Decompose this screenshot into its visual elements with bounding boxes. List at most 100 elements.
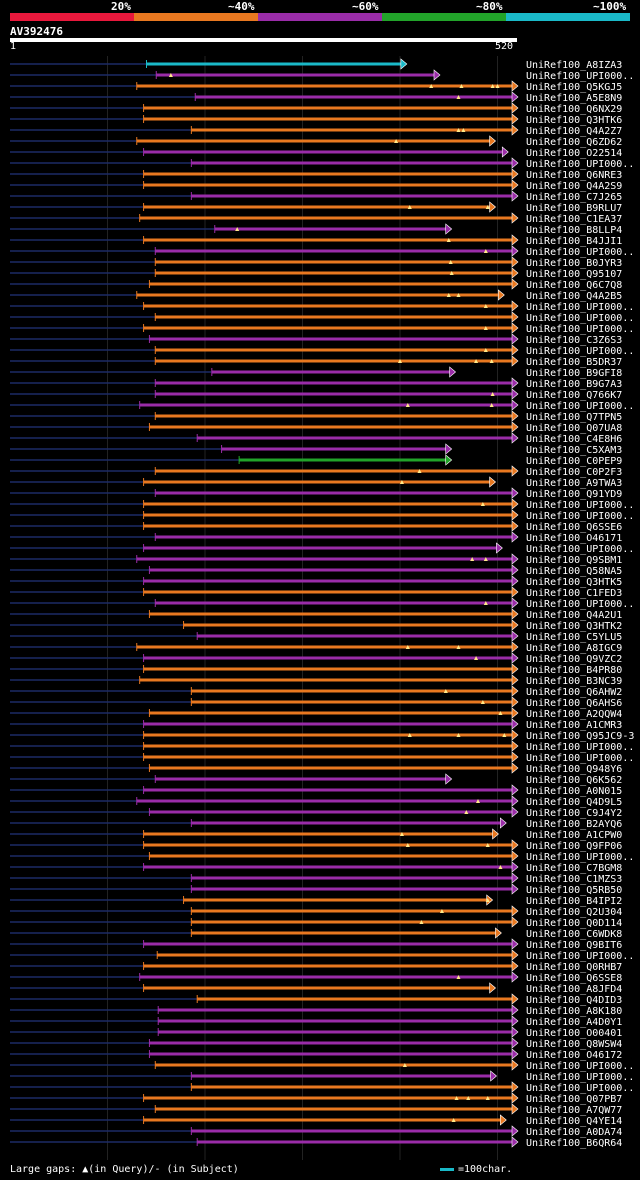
hit-label[interactable]: UniRef100_UPI000..: [526, 313, 634, 324]
hit-label[interactable]: UniRef100_A8K180: [526, 1006, 622, 1017]
hit-label[interactable]: UniRef100_UPI000..: [526, 599, 634, 610]
hit-label[interactable]: UniRef100_B6QR64: [526, 1138, 622, 1149]
hit-label[interactable]: UniRef100_Q9BIT6: [526, 940, 622, 951]
hit-label[interactable]: UniRef100_UPI000..: [526, 324, 634, 335]
hit-label[interactable]: UniRef100_B4PR80: [526, 665, 622, 676]
hit-label[interactable]: UniRef100_A9TWA3: [526, 478, 622, 489]
hit-label[interactable]: UniRef100_Q6NRE3: [526, 170, 622, 181]
hit-label[interactable]: UniRef100_A0N015: [526, 786, 622, 797]
hit-label[interactable]: UniRef100_Q6ZD62: [526, 137, 622, 148]
hit-label[interactable]: UniRef100_Q58NA5: [526, 566, 622, 577]
hit-label[interactable]: UniRef100_Q4A2U1: [526, 610, 622, 621]
hit-label[interactable]: UniRef100_A5E8N9: [526, 93, 622, 104]
hit-label[interactable]: UniRef100_C5YLU5: [526, 632, 622, 643]
hit-label[interactable]: UniRef100_A8IGC9: [526, 643, 622, 654]
hit-label[interactable]: UniRef100_UPI000..: [526, 544, 634, 555]
hit-label[interactable]: UniRef100_B0JYR3: [526, 258, 622, 269]
hit-label[interactable]: UniRef100_UPI000..: [526, 159, 634, 170]
hit-label[interactable]: UniRef100_C1FED3: [526, 588, 622, 599]
hit-label[interactable]: UniRef100_C1EA37: [526, 214, 622, 225]
hit-label[interactable]: UniRef100_O46171: [526, 533, 622, 544]
hit-label[interactable]: UniRef100_A2QQW4: [526, 709, 622, 720]
hit-label[interactable]: UniRef100_C3Z6S3: [526, 335, 622, 346]
hit-label[interactable]: UniRef100_Q6AHW2: [526, 687, 622, 698]
hit-label[interactable]: UniRef100_Q95107: [526, 269, 622, 280]
hit-label[interactable]: UniRef100_Q9VZC2: [526, 654, 622, 665]
hit-label[interactable]: UniRef100_C7BGM8: [526, 863, 622, 874]
hit-label[interactable]: UniRef100_Q6SSE8: [526, 973, 622, 984]
hit-label[interactable]: UniRef100_C0PEP9: [526, 456, 622, 467]
hit-label[interactable]: UniRef100_UPI000..: [526, 71, 634, 82]
hit-label[interactable]: UniRef100_A1CMR3: [526, 720, 622, 731]
hit-label[interactable]: UniRef100_Q0D114: [526, 918, 622, 929]
hit-label[interactable]: UniRef100_UPI000..: [526, 302, 634, 313]
hit-label[interactable]: UniRef100_O00401: [526, 1028, 622, 1039]
hit-label[interactable]: UniRef100_Q6SSE6: [526, 522, 622, 533]
hit-label[interactable]: UniRef100_Q5KGJ5: [526, 82, 622, 93]
alignment-arrowhead: [511, 333, 519, 345]
hit-label[interactable]: UniRef100_Q766K7: [526, 390, 622, 401]
hit-label[interactable]: UniRef100_B3NC39: [526, 676, 622, 687]
hit-label[interactable]: UniRef100_Q4YE14: [526, 1116, 622, 1127]
hit-label[interactable]: UniRef100_C9J4Y2: [526, 808, 622, 819]
hit-label[interactable]: UniRef100_Q2U304: [526, 907, 622, 918]
hit-label[interactable]: UniRef100_UPI000..: [526, 951, 634, 962]
hit-label[interactable]: UniRef100_B5DR37: [526, 357, 622, 368]
hit-label[interactable]: UniRef100_B2AYQ6: [526, 819, 622, 830]
hit-label[interactable]: UniRef100_A8JFD4: [526, 984, 622, 995]
hit-label[interactable]: UniRef100_Q4A2B5: [526, 291, 622, 302]
hit-label[interactable]: UniRef100_Q3HTK2: [526, 621, 622, 632]
hit-label[interactable]: UniRef100_UPI000..: [526, 852, 634, 863]
hit-label[interactable]: UniRef100_UPI000..: [526, 753, 634, 764]
hit-label[interactable]: UniRef100_UPI000..: [526, 1061, 634, 1072]
hit-label[interactable]: UniRef100_UPI000..: [526, 346, 634, 357]
hit-label[interactable]: UniRef100_UPI000..: [526, 1083, 634, 1094]
hit-label[interactable]: UniRef100_UPI000..: [526, 1072, 634, 1083]
hit-label[interactable]: UniRef100_B9GFI8: [526, 368, 622, 379]
hit-label[interactable]: UniRef100_Q95JC9-3: [526, 731, 634, 742]
hit-label[interactable]: UniRef100_A8IZA3: [526, 60, 622, 71]
hit-label[interactable]: UniRef100_Q6C7Q8: [526, 280, 622, 291]
hit-label[interactable]: UniRef100_Q0RHB7: [526, 962, 622, 973]
hit-label[interactable]: UniRef100_Q3HTK5: [526, 577, 622, 588]
hit-label[interactable]: UniRef100_Q9FP06: [526, 841, 622, 852]
hit-label[interactable]: UniRef100_C6WDK8: [526, 929, 622, 940]
hit-label[interactable]: UniRef100_Q6NX29: [526, 104, 622, 115]
hit-label[interactable]: UniRef100_Q5RB50: [526, 885, 622, 896]
hit-label[interactable]: UniRef100_C7J265: [526, 192, 622, 203]
hit-label[interactable]: UniRef100_Q91YD9: [526, 489, 622, 500]
hit-label[interactable]: UniRef100_Q4DID3: [526, 995, 622, 1006]
hit-label[interactable]: UniRef100_UPI000..: [526, 511, 634, 522]
hit-label[interactable]: UniRef100_A7QW77: [526, 1105, 622, 1116]
hit-label[interactable]: UniRef100_A0DA74: [526, 1127, 622, 1138]
hit-label[interactable]: UniRef100_O46172: [526, 1050, 622, 1061]
hit-label[interactable]: UniRef100_Q07PB7: [526, 1094, 622, 1105]
hit-label[interactable]: UniRef100_Q7TPN5: [526, 412, 622, 423]
hit-label[interactable]: UniRef100_Q4D9L5: [526, 797, 622, 808]
hit-label[interactable]: UniRef100_O22514: [526, 148, 622, 159]
hit-label[interactable]: UniRef100_Q948Y6: [526, 764, 622, 775]
hit-label[interactable]: UniRef100_A1CPW0: [526, 830, 622, 841]
hit-label[interactable]: UniRef100_Q6K562: [526, 775, 622, 786]
hit-label[interactable]: UniRef100_UPI000..: [526, 247, 634, 258]
hit-label[interactable]: UniRef100_UPI000..: [526, 500, 634, 511]
hit-label[interactable]: UniRef100_Q4A2Z7: [526, 126, 622, 137]
hit-label[interactable]: UniRef100_Q07UA8: [526, 423, 622, 434]
hit-label[interactable]: UniRef100_Q4A2S9: [526, 181, 622, 192]
hit-label[interactable]: UniRef100_C0P2F3: [526, 467, 622, 478]
hit-label[interactable]: UniRef100_Q9SBM1: [526, 555, 622, 566]
hit-label[interactable]: UniRef100_Q8WSW4: [526, 1039, 622, 1050]
hit-label[interactable]: UniRef100_B9RLU7: [526, 203, 622, 214]
hit-label[interactable]: UniRef100_UPI000..: [526, 401, 634, 412]
hit-label[interactable]: UniRef100_Q6AHS6: [526, 698, 622, 709]
hit-label[interactable]: UniRef100_C4E8H6: [526, 434, 622, 445]
hit-label[interactable]: UniRef100_C1MZS3: [526, 874, 622, 885]
hit-label[interactable]: UniRef100_B4JJI1: [526, 236, 622, 247]
hit-label[interactable]: UniRef100_UPI000..: [526, 742, 634, 753]
hit-label[interactable]: UniRef100_B4IPI2: [526, 896, 622, 907]
hit-label[interactable]: UniRef100_B9G7A3: [526, 379, 622, 390]
hit-label[interactable]: UniRef100_A4D0Y1: [526, 1017, 622, 1028]
hit-label[interactable]: UniRef100_B8LLP4: [526, 225, 622, 236]
hit-label[interactable]: UniRef100_C5XAM3: [526, 445, 622, 456]
hit-label[interactable]: UniRef100_Q3HTK6: [526, 115, 622, 126]
